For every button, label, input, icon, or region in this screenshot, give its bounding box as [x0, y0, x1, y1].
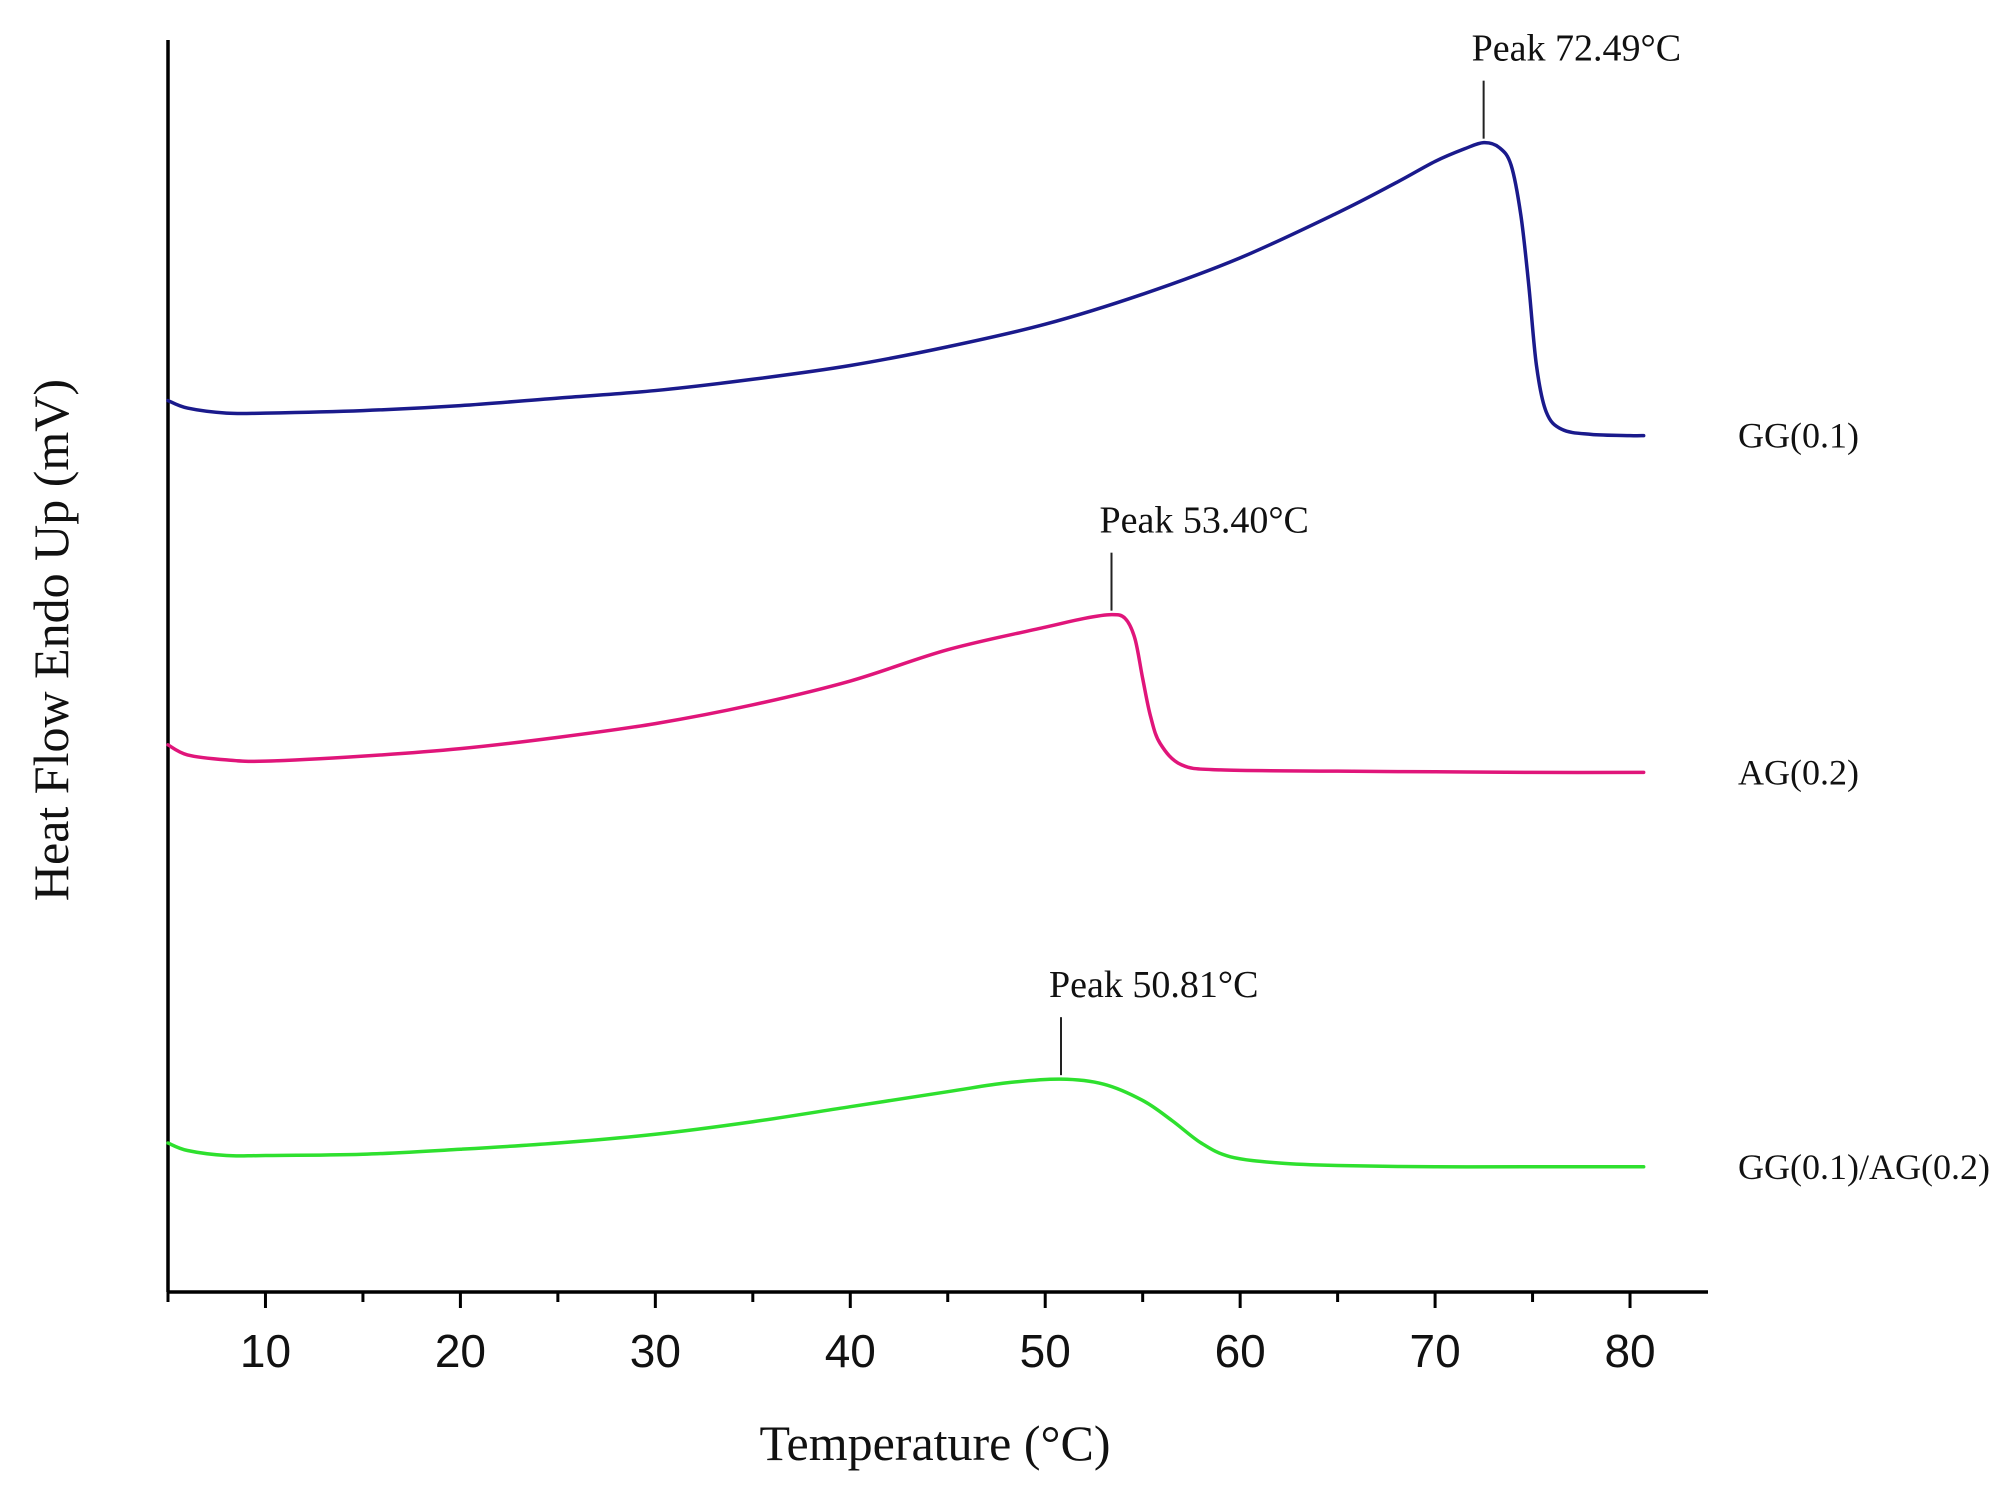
series-label-gg-0-1: GG(0.1): [1738, 416, 1859, 456]
axes: [166, 40, 1708, 1294]
series-line-ag-0-2: [166, 612, 1646, 775]
peak-label: Peak 72.49°C: [1472, 28, 1681, 70]
x-tick-label: 60: [1215, 1325, 1266, 1377]
y-axis-label: Heat Flow Endo Up (mV): [23, 379, 79, 901]
series-labels: GG(0.1) AG(0.2) GG(0.1)/AG(0.2): [1738, 416, 1990, 1187]
series-line-gg-0-1-ag-0-2: [166, 1077, 1646, 1169]
x-tick-label: 80: [1604, 1325, 1655, 1377]
x-axis-ticks: [166, 1292, 1632, 1308]
x-tick-label: 50: [1020, 1325, 1071, 1377]
x-tick-label: 20: [435, 1325, 486, 1377]
peak-label: Peak 50.81°C: [1049, 964, 1258, 1006]
x-tick-label: 40: [825, 1325, 876, 1377]
peak-annotations: Peak 72.49°C Peak 53.40°C Peak 50.81°C: [1049, 28, 1681, 1076]
series-label-ag-0-2: AG(0.2): [1738, 752, 1859, 792]
x-tick-label: 30: [630, 1325, 681, 1377]
peak-label: Peak 53.40°C: [1099, 500, 1308, 542]
x-tick-label: 70: [1410, 1325, 1461, 1377]
series-lines: [166, 140, 1646, 1169]
x-tick-label: 10: [240, 1325, 291, 1377]
x-axis-label: Temperature (°C): [759, 1415, 1110, 1471]
series-line-gg-0-1: [166, 140, 1646, 438]
x-axis-tick-labels: 10 20 30 40 50 60 70 80: [240, 1325, 1656, 1377]
series-label-gg-0-1-ag-0-2: GG(0.1)/AG(0.2): [1738, 1147, 1990, 1187]
